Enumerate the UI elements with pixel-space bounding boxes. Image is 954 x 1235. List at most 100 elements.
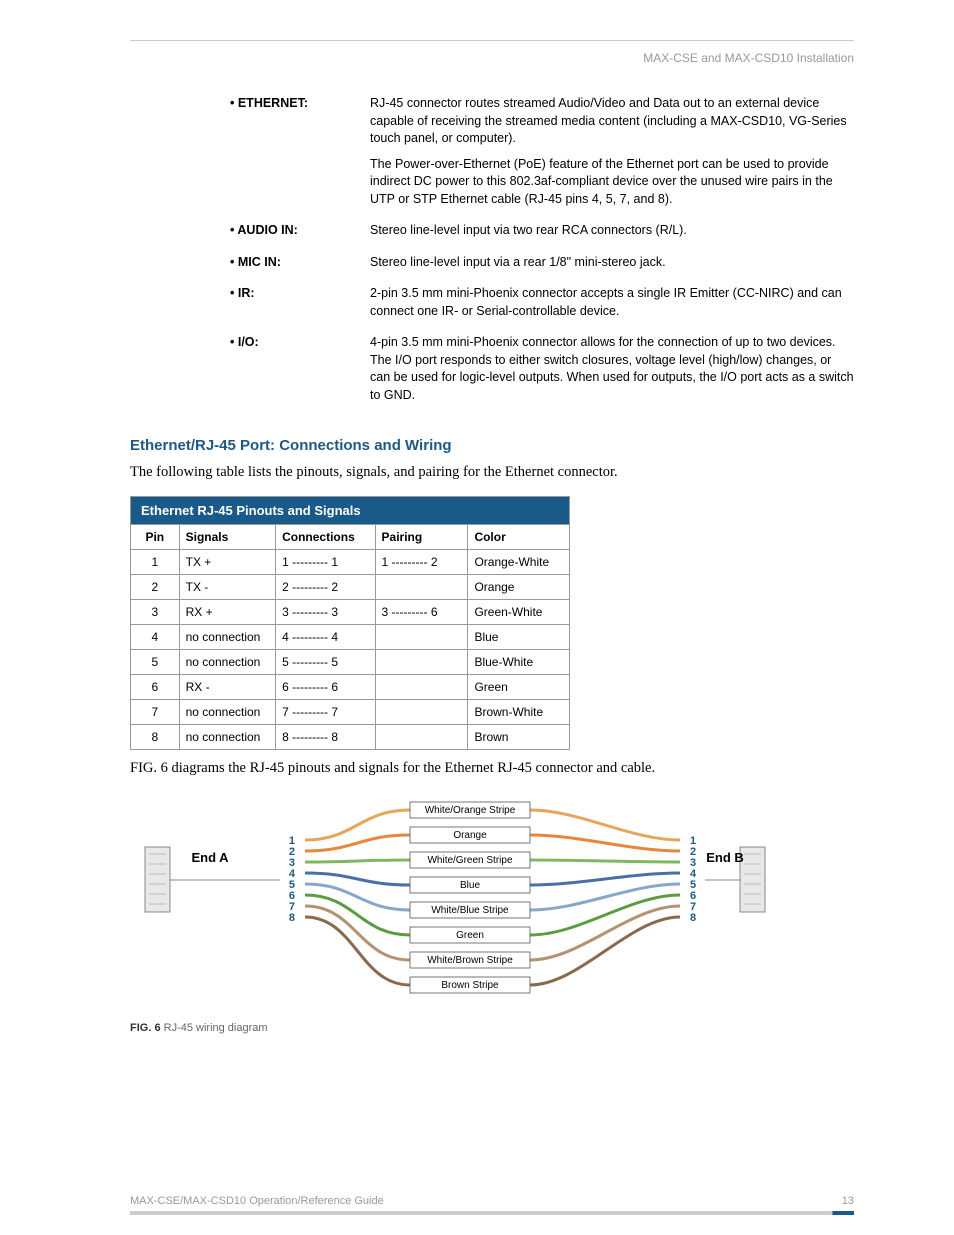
cell-pin: 1 [131, 550, 180, 575]
svg-text:White/Orange Stripe: White/Orange Stripe [425, 805, 516, 816]
header-title: MAX-CSE and MAX-CSD10 Installation [130, 51, 854, 65]
col-signals: Signals [179, 525, 275, 550]
cell-pair [375, 575, 468, 600]
spec-text: RJ-45 connector routes streamed Audio/Vi… [370, 95, 854, 148]
table-row: 2TX -2 --------- 2 Orange [131, 575, 570, 600]
cell-conn: 2 --------- 2 [276, 575, 375, 600]
svg-text:8: 8 [289, 912, 295, 924]
cell-pair: 3 --------- 6 [375, 600, 468, 625]
cell-conn: 3 --------- 3 [276, 600, 375, 625]
spec-label: • MIC IN: [230, 254, 370, 280]
cell-pin: 2 [131, 575, 180, 600]
spec-label: • ETHERNET: [230, 95, 370, 216]
footer-left: MAX-CSE/MAX-CSD10 Operation/Reference Gu… [130, 1195, 384, 1207]
spec-row: • ETHERNET: RJ-45 connector routes strea… [230, 95, 854, 216]
cell-signal: RX - [179, 675, 275, 700]
cell-pin: 5 [131, 650, 180, 675]
cell-conn: 8 --------- 8 [276, 725, 375, 750]
figure-intro: FIG. 6 diagrams the RJ-45 pinouts and si… [130, 760, 854, 777]
cell-color: Brown [468, 725, 570, 750]
col-conn: Connections [276, 525, 375, 550]
cell-color: Brown-White [468, 700, 570, 725]
cell-conn: 6 --------- 6 [276, 675, 375, 700]
spec-label: • AUDIO IN: [230, 222, 370, 248]
footer-text: MAX-CSE/MAX-CSD10 Operation/Reference Gu… [130, 1195, 854, 1211]
cell-conn: 4 --------- 4 [276, 625, 375, 650]
spec-text: The Power-over-Ethernet (PoE) feature of… [370, 156, 854, 209]
spec-row: • IR: 2-pin 3.5 mm mini-Phoenix connecto… [230, 285, 854, 328]
spec-text: 2-pin 3.5 mm mini-Phoenix connector acce… [370, 285, 854, 320]
cell-color: Orange-White [468, 550, 570, 575]
section-heading: Ethernet/RJ-45 Port: Connections and Wir… [130, 437, 854, 454]
cell-color: Green [468, 675, 570, 700]
svg-text:Green: Green [456, 930, 484, 941]
spec-list: • ETHERNET: RJ-45 connector routes strea… [230, 95, 854, 412]
cell-pin: 4 [131, 625, 180, 650]
spec-desc: Stereo line-level input via two rear RCA… [370, 222, 854, 248]
cell-pair: 1 --------- 2 [375, 550, 468, 575]
table-row: 5no connection5 --------- 5 Blue-White [131, 650, 570, 675]
cell-signal: no connection [179, 700, 275, 725]
svg-text:White/Green Stripe: White/Green Stripe [427, 855, 512, 866]
cell-color: Blue-White [468, 650, 570, 675]
cell-signal: no connection [179, 625, 275, 650]
spec-text: Stereo line-level input via a rear 1/8" … [370, 254, 854, 272]
spec-text: Stereo line-level input via two rear RCA… [370, 222, 854, 240]
cell-conn: 7 --------- 7 [276, 700, 375, 725]
table-row: 6RX -6 --------- 6 Green [131, 675, 570, 700]
table-title-row: Ethernet RJ-45 Pinouts and Signals [131, 497, 570, 525]
cell-pair [375, 725, 468, 750]
svg-text:White/Brown Stripe: White/Brown Stripe [427, 955, 513, 966]
svg-text:White/Blue Stripe: White/Blue Stripe [431, 905, 509, 916]
pinout-table: Ethernet RJ-45 Pinouts and Signals Pin S… [130, 496, 570, 750]
table-row: 8no connection8 --------- 8 Brown [131, 725, 570, 750]
footer-page-number: 13 [842, 1195, 854, 1207]
svg-text:End B: End B [706, 850, 744, 865]
spec-label: • IR: [230, 285, 370, 328]
svg-text:Brown Stripe: Brown Stripe [441, 980, 499, 991]
table-row: 4no connection4 --------- 4 Blue [131, 625, 570, 650]
section-intro: The following table lists the pinouts, s… [130, 464, 854, 481]
cell-signal: RX + [179, 600, 275, 625]
spec-desc: 4-pin 3.5 mm mini-Phoenix connector allo… [370, 334, 854, 412]
cell-signal: TX - [179, 575, 275, 600]
spec-label: • I/O: [230, 334, 370, 412]
svg-text:End A: End A [191, 850, 229, 865]
cell-conn: 1 --------- 1 [276, 550, 375, 575]
svg-text:Orange: Orange [453, 830, 487, 841]
table-row: 7no connection7 --------- 7 Brown-White [131, 700, 570, 725]
cell-pair [375, 675, 468, 700]
cell-pin: 7 [131, 700, 180, 725]
spec-row: • MIC IN: Stereo line-level input via a … [230, 254, 854, 280]
wiring-diagram: End AEnd B1122334455667788White/Orange S… [130, 792, 854, 1012]
spec-desc: RJ-45 connector routes streamed Audio/Vi… [370, 95, 854, 216]
footer-bar [130, 1211, 854, 1215]
figure-caption-text: RJ-45 wiring diagram [161, 1022, 268, 1034]
spec-text: 4-pin 3.5 mm mini-Phoenix connector allo… [370, 334, 854, 404]
svg-text:8: 8 [690, 912, 696, 924]
table-row: 1TX +1 --------- 11 --------- 2Orange-Wh… [131, 550, 570, 575]
table-title: Ethernet RJ-45 Pinouts and Signals [131, 497, 570, 525]
col-color: Color [468, 525, 570, 550]
table-row: 3RX +3 --------- 33 --------- 6Green-Whi… [131, 600, 570, 625]
spec-desc: Stereo line-level input via a rear 1/8" … [370, 254, 854, 280]
spec-desc: 2-pin 3.5 mm mini-Phoenix connector acce… [370, 285, 854, 328]
footer: MAX-CSE/MAX-CSD10 Operation/Reference Gu… [130, 1195, 854, 1215]
table-header-row: Pin Signals Connections Pairing Color [131, 525, 570, 550]
figure-caption-bold: FIG. 6 [130, 1022, 161, 1034]
cell-signal: no connection [179, 650, 275, 675]
cell-color: Blue [468, 625, 570, 650]
spec-row: • AUDIO IN: Stereo line-level input via … [230, 222, 854, 248]
cell-conn: 5 --------- 5 [276, 650, 375, 675]
cell-pair [375, 700, 468, 725]
cell-pin: 8 [131, 725, 180, 750]
col-pair: Pairing [375, 525, 468, 550]
cell-pin: 6 [131, 675, 180, 700]
cell-pair [375, 650, 468, 675]
header-rule [130, 40, 854, 41]
cell-pair [375, 625, 468, 650]
cell-color: Orange [468, 575, 570, 600]
col-pin: Pin [131, 525, 180, 550]
spec-row: • I/O: 4-pin 3.5 mm mini-Phoenix connect… [230, 334, 854, 412]
cell-signal: no connection [179, 725, 275, 750]
